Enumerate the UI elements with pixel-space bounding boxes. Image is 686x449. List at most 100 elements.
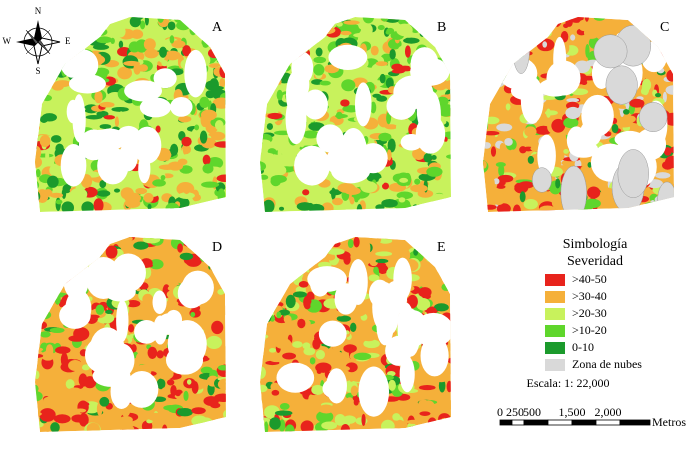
severity-patch — [202, 154, 211, 166]
severity-patch — [93, 245, 103, 258]
severity-patch — [175, 17, 181, 21]
severity-patch — [638, 17, 656, 23]
severity-patch — [260, 100, 264, 111]
severity-patch — [318, 26, 336, 35]
severity-patch — [182, 183, 191, 195]
severity-patch — [340, 366, 350, 372]
severity-patch — [210, 257, 226, 263]
severity-patch — [41, 256, 59, 262]
severity-patch — [486, 78, 504, 83]
severity-patch — [42, 94, 52, 102]
severity-patch — [67, 253, 86, 265]
severity-patch — [655, 17, 674, 19]
severity-patch — [217, 188, 226, 203]
panel-label: A — [212, 20, 223, 35]
severity-patch — [135, 187, 148, 195]
severity-patch — [631, 17, 637, 25]
severity-patch — [35, 293, 40, 298]
unburned-area — [85, 256, 122, 299]
map-panel — [483, 17, 674, 212]
severity-patch — [206, 346, 222, 360]
severity-patch — [196, 423, 207, 429]
severity-patch — [483, 64, 489, 73]
severity-patch — [524, 126, 537, 137]
severity-patch — [271, 264, 278, 273]
severity-patch — [178, 192, 195, 199]
unburned-area — [184, 49, 207, 98]
severity-patch — [330, 17, 337, 21]
severity-patch — [36, 288, 45, 295]
severity-patch — [260, 237, 262, 243]
severity-patch — [546, 108, 551, 118]
severity-patch — [576, 53, 584, 61]
severity-patch — [85, 114, 103, 120]
compass-label: N — [35, 6, 42, 16]
severity-patch — [269, 82, 276, 93]
severity-patch — [298, 281, 309, 288]
severity-patch — [202, 163, 214, 174]
cloud-area — [532, 167, 552, 193]
severity-patch — [357, 17, 365, 30]
severity-patch — [300, 242, 313, 250]
severity-patch — [534, 18, 547, 28]
severity-patch — [504, 181, 515, 194]
severity-patch — [310, 301, 317, 311]
severity-patch — [64, 46, 77, 56]
severity-patch — [353, 32, 369, 38]
severity-patch — [142, 293, 154, 305]
legend-swatch — [545, 342, 565, 354]
severity-patch — [48, 237, 66, 244]
severity-patch — [362, 336, 375, 342]
severity-patch — [421, 238, 426, 249]
severity-patch — [671, 201, 674, 212]
severity-patch — [391, 63, 403, 71]
severity-patch — [35, 353, 44, 359]
severity-patch — [70, 19, 80, 32]
severity-patch — [36, 321, 48, 330]
severity-patch — [494, 51, 499, 62]
severity-patch — [353, 237, 360, 248]
severity-patch — [483, 140, 485, 150]
severity-patch — [81, 401, 90, 407]
severity-patch — [139, 20, 146, 30]
severity-patch — [407, 294, 418, 309]
severity-patch — [213, 205, 220, 212]
severity-patch — [326, 248, 345, 255]
severity-patch — [83, 376, 97, 389]
severity-patch — [316, 369, 322, 374]
legend-label: 0-10 — [572, 340, 594, 354]
severity-patch — [397, 424, 407, 432]
severity-patch — [487, 62, 496, 70]
severity-patch — [35, 347, 44, 352]
severity-patch — [442, 205, 451, 212]
severity-patch — [199, 252, 208, 262]
severity-patch — [497, 174, 514, 183]
severity-patch — [656, 34, 668, 45]
severity-patch — [267, 76, 273, 89]
severity-patch — [426, 256, 441, 263]
severity-patch — [103, 115, 116, 120]
severity-patch — [62, 184, 72, 194]
severity-patch — [343, 344, 357, 353]
severity-patch — [379, 73, 386, 84]
severity-patch — [35, 145, 42, 160]
severity-patch — [87, 245, 100, 253]
severity-patch — [144, 48, 159, 59]
severity-patch — [200, 204, 208, 212]
severity-patch — [355, 417, 368, 425]
severity-patch — [333, 204, 346, 212]
severity-patch — [353, 352, 372, 361]
severity-patch — [270, 382, 280, 392]
severity-patch — [178, 115, 192, 123]
severity-patch — [200, 366, 213, 374]
severity-patch — [659, 199, 667, 206]
severity-patch — [489, 39, 496, 50]
severity-patch — [39, 134, 51, 148]
scale-tick-label: 250 — [506, 405, 524, 419]
severity-patch — [389, 48, 396, 60]
severity-patch — [55, 266, 63, 274]
severity-patch — [450, 360, 451, 367]
severity-patch — [352, 306, 367, 317]
severity-patch — [303, 295, 312, 310]
severity-patch — [219, 17, 226, 20]
